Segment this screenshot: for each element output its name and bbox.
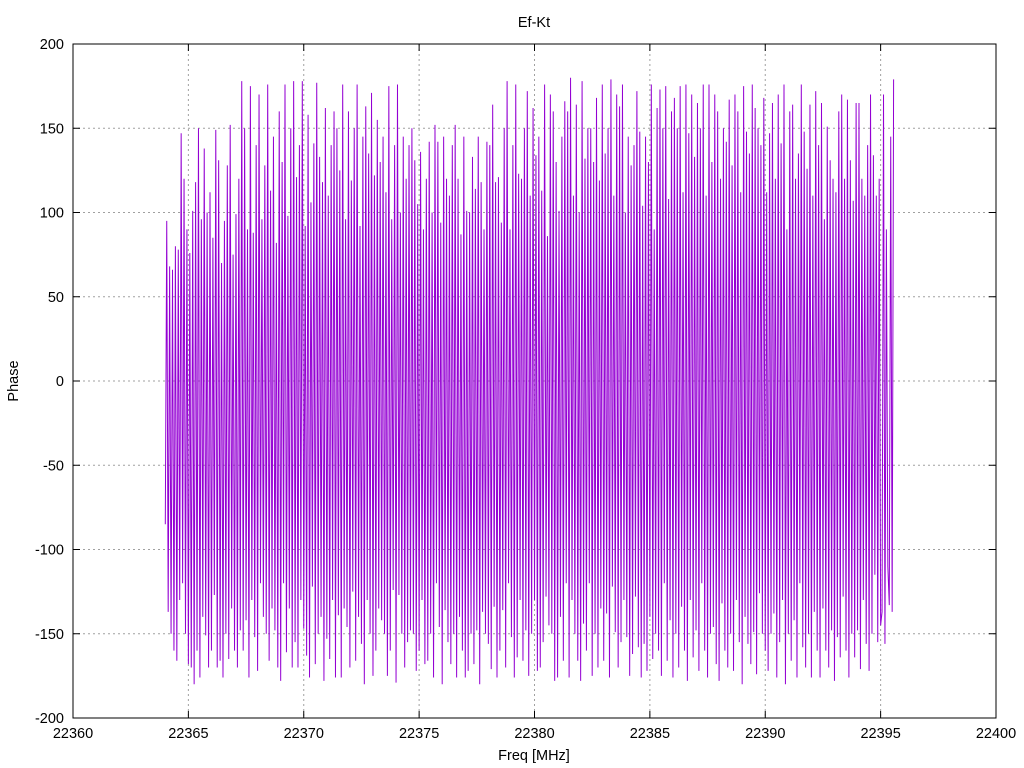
x-axis-label: Freq [MHz] xyxy=(498,748,570,764)
x-tick-label: 22375 xyxy=(399,726,439,742)
y-tick-label: -150 xyxy=(35,627,64,643)
y-tick-label: 50 xyxy=(48,290,64,306)
x-tick-label: 22370 xyxy=(284,726,324,742)
x-tick-label: 22380 xyxy=(514,726,554,742)
x-tick-label: 22365 xyxy=(168,726,208,742)
x-tick-label: 22395 xyxy=(860,726,900,742)
y-tick-label: 150 xyxy=(40,121,64,137)
series-layer xyxy=(164,77,895,685)
y-tick-label: -50 xyxy=(43,458,64,474)
x-tick-label: 22385 xyxy=(630,726,670,742)
x-tick-label: 22390 xyxy=(745,726,785,742)
y-axis-label: Phase xyxy=(6,360,22,401)
plot-border xyxy=(72,43,997,719)
x-tick-label: 22400 xyxy=(976,726,1016,742)
x-tick-label: 22360 xyxy=(53,726,93,742)
y-tick-label: 200 xyxy=(40,37,64,53)
y-tick-label: -100 xyxy=(35,543,64,559)
chart-title: Ef-Kt xyxy=(518,15,550,31)
tick-labels: 22360 22365 22370 22375 22380 22385 22390 22395… xyxy=(35,37,1016,742)
y-tick-label: 100 xyxy=(40,206,64,222)
series-line-phase xyxy=(164,77,895,685)
y-tick-label: 0 xyxy=(56,374,64,390)
y-tick-label: -200 xyxy=(35,711,64,727)
